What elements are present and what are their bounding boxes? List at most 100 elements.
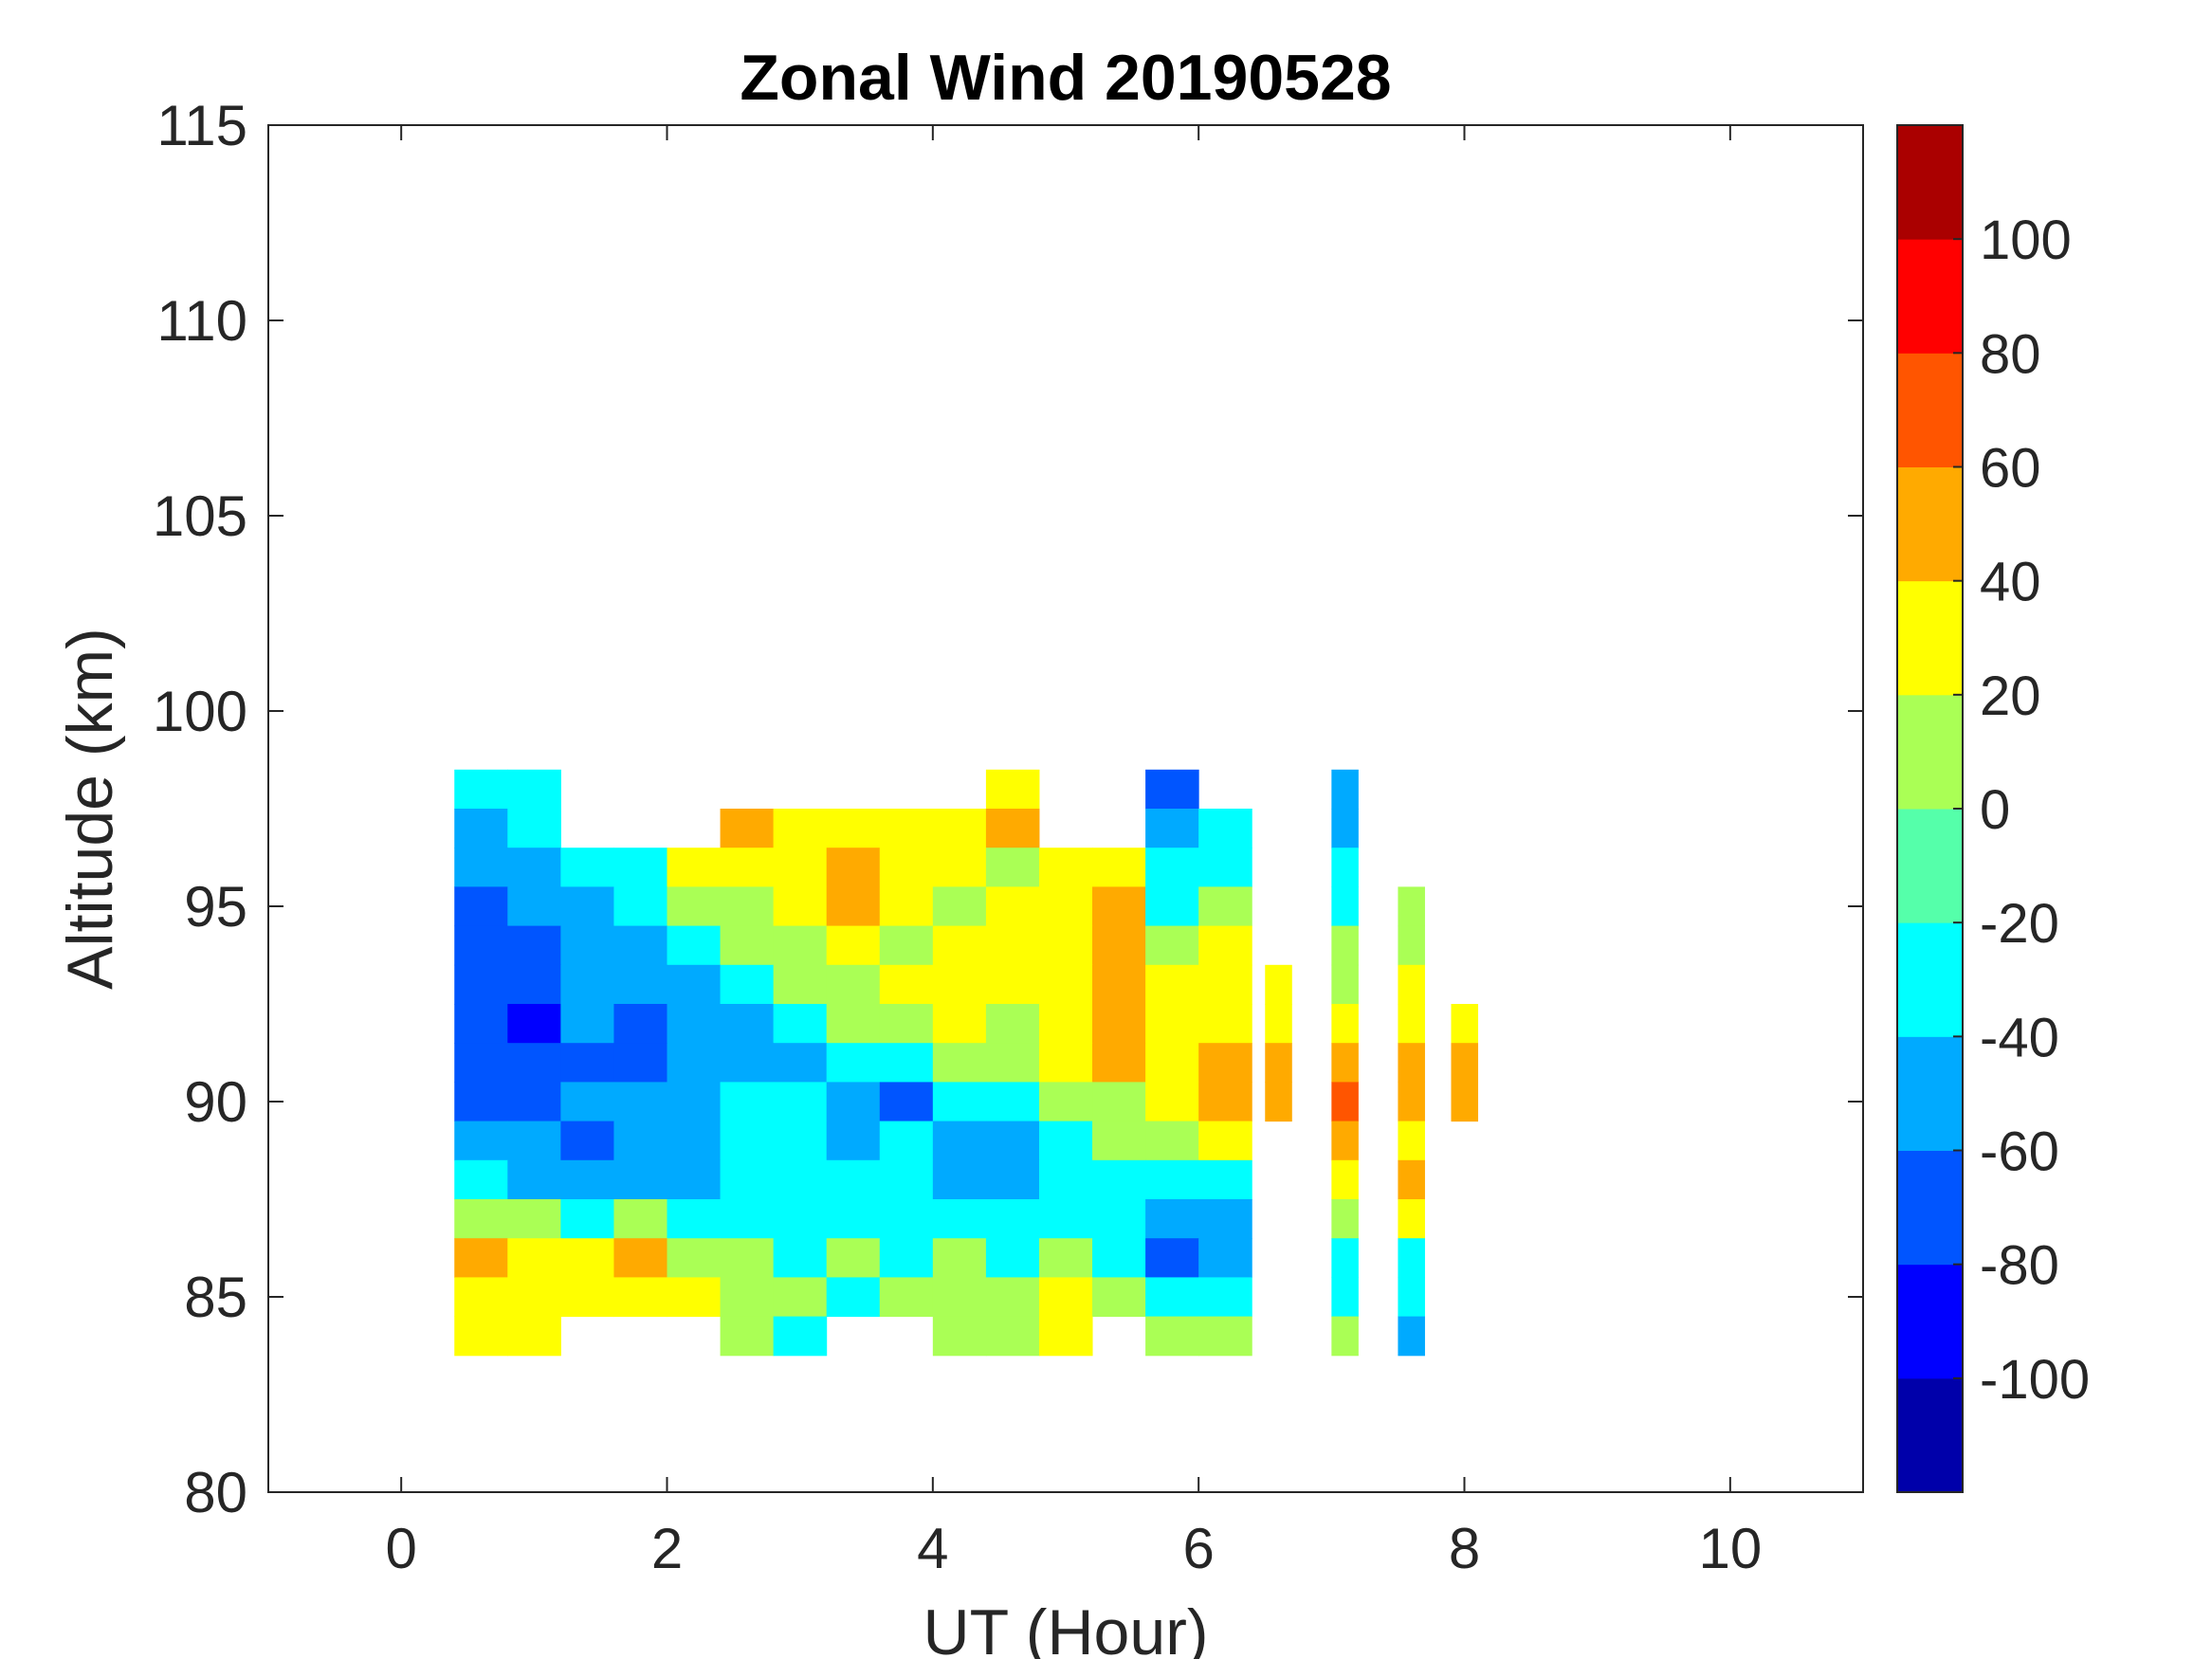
contour-cell — [1092, 1238, 1146, 1278]
contour-cell — [1145, 1277, 1199, 1318]
contour-cell — [1198, 1121, 1252, 1161]
contour-cell — [932, 1277, 987, 1318]
contour-cell — [1398, 1277, 1425, 1318]
contour-cell — [720, 848, 775, 887]
contour-cell — [454, 925, 508, 966]
contour-cell — [454, 848, 508, 887]
contour-cell — [1145, 1316, 1199, 1357]
contour-cell — [1145, 848, 1199, 887]
contour-cell — [985, 925, 1040, 966]
contour-cell — [667, 1159, 722, 1200]
contour-cell — [1398, 1199, 1425, 1239]
colorbar-swatch — [1897, 353, 1963, 467]
contour-cell — [879, 1121, 934, 1161]
contour-fill-layer — [454, 769, 1479, 1357]
contour-cell — [1398, 964, 1425, 1005]
contour-cell — [1092, 964, 1146, 1005]
contour-cell — [932, 886, 987, 927]
contour-cell — [1092, 1082, 1146, 1122]
contour-cell — [720, 1004, 775, 1044]
contour-cell — [1092, 1004, 1146, 1044]
contour-cell — [667, 1082, 722, 1122]
contour-cell — [1331, 809, 1359, 848]
contour-cell — [667, 1043, 722, 1083]
contour-cell — [985, 1238, 1040, 1278]
contour-cell — [879, 848, 934, 887]
contour-cell — [879, 1043, 934, 1083]
contour-cell — [773, 925, 828, 966]
contour-cell — [613, 1159, 667, 1200]
contour-cell — [773, 1238, 828, 1278]
contour-cell — [667, 1238, 722, 1278]
contour-cell — [667, 1277, 722, 1318]
y-tick-label: 80 — [184, 1461, 247, 1524]
y-axis-label: Altitude (km) — [54, 628, 126, 990]
contour-cell — [507, 886, 561, 927]
contour-cell — [879, 1082, 934, 1122]
contour-cell — [720, 886, 775, 927]
contour-cell — [454, 1277, 508, 1318]
contour-cell — [1198, 1316, 1252, 1357]
contour-cell — [773, 1277, 828, 1318]
contour-cell — [507, 964, 561, 1005]
contour-cell — [773, 886, 828, 927]
contour-cell — [1398, 1121, 1425, 1161]
y-tick-label: 105 — [153, 484, 247, 548]
contour-cell — [613, 848, 667, 887]
contour-cell — [932, 1043, 987, 1083]
contour-cell — [613, 1277, 667, 1318]
x-axis-label: UT (Hour) — [923, 1596, 1209, 1659]
contour-cell — [932, 964, 987, 1005]
contour-cell — [1198, 1277, 1252, 1318]
contour-cell — [932, 1159, 987, 1200]
contour-cell — [985, 769, 1040, 810]
contour-cell — [1145, 1043, 1199, 1083]
colorbar-tick-label: -60 — [1980, 1121, 2059, 1183]
contour-cell — [1398, 1004, 1425, 1044]
contour-cell — [560, 1277, 614, 1318]
contour-cell — [826, 1082, 881, 1122]
contour-cell — [1145, 1238, 1199, 1278]
contour-cell — [507, 1159, 561, 1200]
contour-cell — [454, 809, 508, 848]
contour-cell — [560, 1159, 614, 1200]
colorbar-tick-label: 40 — [1980, 552, 2041, 613]
y-tick-label: 115 — [156, 94, 247, 157]
y-tick-label: 110 — [156, 289, 247, 353]
contour-cell — [1145, 886, 1199, 927]
contour-cell — [1038, 964, 1093, 1005]
contour-cell — [879, 1277, 934, 1318]
contour-cell — [1038, 1159, 1093, 1200]
contour-cell — [507, 1238, 561, 1278]
contour-cell — [613, 1082, 667, 1122]
contour-cell — [985, 848, 1040, 887]
contour-cell — [1145, 1121, 1199, 1161]
colorbar-swatch — [1897, 694, 1963, 810]
contour-cell — [826, 964, 881, 1005]
contour-cell — [454, 1121, 508, 1161]
contour-cell — [879, 1004, 934, 1044]
contour-cell — [1145, 1082, 1199, 1122]
contour-cell — [826, 1159, 881, 1200]
contour-cell — [720, 1043, 775, 1083]
contour-cell — [1398, 925, 1425, 966]
contour-cell — [560, 925, 614, 966]
contour-cell — [1331, 769, 1359, 810]
contour-cell — [1331, 848, 1359, 887]
contour-cell — [1451, 1043, 1479, 1083]
contour-cell — [667, 964, 722, 1005]
contour-cell — [720, 1159, 775, 1200]
contour-cell — [454, 1004, 508, 1044]
contour-cell — [1198, 925, 1252, 966]
contour-cell — [985, 1004, 1040, 1044]
contour-cell — [720, 1238, 775, 1278]
contour-cell — [667, 1121, 722, 1161]
contour-cell — [454, 769, 508, 810]
contour-cell — [1092, 925, 1146, 966]
contour-cell — [667, 1199, 722, 1239]
contour-cell — [1038, 1082, 1093, 1122]
contour-cell — [1398, 1082, 1425, 1122]
chart-title: Zonal Wind 20190528 — [740, 42, 1391, 114]
contour-cell — [826, 1043, 881, 1083]
